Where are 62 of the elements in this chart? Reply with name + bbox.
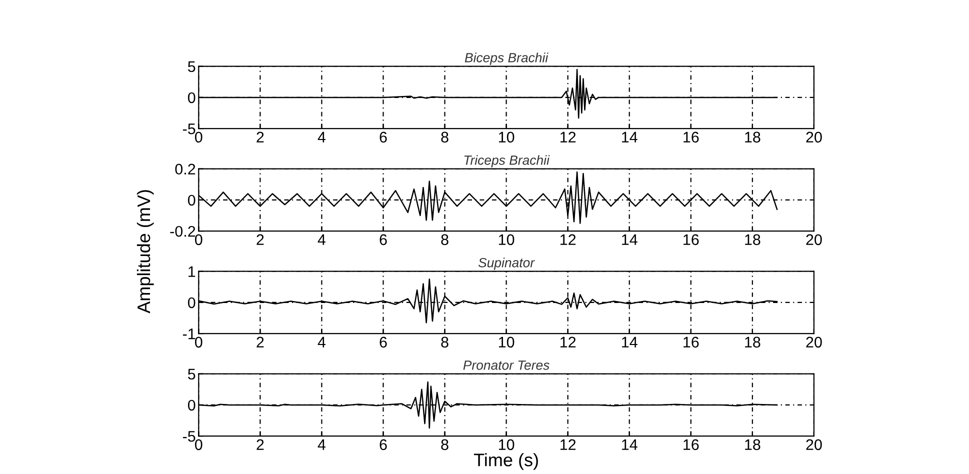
x-tick-label: 16 (684, 336, 699, 348)
y-tick-label: 0 (188, 92, 196, 104)
x-tick-label: 6 (380, 132, 387, 143)
x-tick-label: 16 (684, 439, 699, 450)
x-tick-label: 0 (194, 439, 202, 450)
x-tick-label: 6 (380, 336, 387, 348)
x-tick-label: 16 (684, 234, 699, 246)
y-tick-label: -5 (182, 124, 196, 134)
chart-title: Pronator Teres (463, 360, 550, 370)
x-tick-label: 12 (560, 439, 576, 450)
x-tick-label: 14 (622, 132, 638, 142)
x-tick-label: 18 (745, 439, 760, 450)
x-tick-label: 2 (256, 439, 264, 450)
x-tick-label: 20 (806, 336, 822, 348)
x-tick-label: 10 (498, 336, 514, 348)
y-tick-label: 5 (188, 61, 196, 72)
x-tick-label: 14 (622, 234, 638, 245)
x-tick-label: 10 (498, 132, 514, 143)
y-tick-label: 5 (188, 368, 196, 380)
x-tick-label: 8 (441, 234, 448, 246)
x-tick-label: 12 (560, 234, 576, 245)
x-tick-label: 4 (318, 336, 326, 348)
x-tick-label: 8 (441, 132, 448, 143)
x-tick-label: 4 (318, 234, 326, 245)
x-tick-label: 18 (745, 336, 760, 348)
x-tick-label: 0 (194, 234, 202, 246)
chart-title: Triceps Brachii (464, 155, 550, 168)
y-tick-label: 0 (188, 297, 196, 308)
x-tick-label: 16 (684, 132, 699, 143)
y-tick-label: -0.2 (170, 226, 196, 237)
x-tick-label: 2 (256, 132, 264, 142)
x-tick-label: 0 (194, 336, 202, 348)
y-tick-label: 1 (188, 266, 196, 277)
x-tick-label: 14 (622, 439, 638, 450)
x-tick-label: 4 (318, 439, 326, 450)
x-tick-label: 18 (745, 234, 760, 246)
x-tick-label: 8 (441, 439, 448, 450)
x-tick-label: 18 (745, 132, 760, 143)
y-tick-label: 0.2 (175, 164, 196, 175)
x-tick-label: 0 (194, 132, 202, 143)
y-tick-label: -1 (182, 328, 196, 340)
x-tick-label: 10 (498, 439, 514, 450)
x-tick-label: 12 (560, 336, 576, 348)
x-tick-label: 6 (380, 234, 387, 246)
x-tick-label: 20 (806, 439, 822, 450)
y-axis-title: Amplitude (mV) (136, 190, 154, 314)
x-tick-label: 6 (380, 439, 387, 450)
x-tick-label: 2 (256, 234, 264, 245)
x-tick-label: 4 (318, 132, 326, 142)
y-tick-label: 0 (188, 400, 196, 411)
x-tick-label: 20 (806, 234, 822, 246)
x-tick-label: 8 (441, 336, 448, 348)
chart-title: Biceps Brachii (464, 52, 548, 65)
chart-title: Supinator (478, 258, 535, 270)
y-tick-label: 0 (188, 194, 196, 206)
x-tick-label: 2 (256, 336, 264, 348)
x-tick-label: 20 (806, 132, 822, 143)
x-tick-label: 10 (498, 234, 514, 246)
x-tick-label: 14 (622, 336, 638, 348)
x-axis-title: Time (s) (474, 453, 538, 470)
y-tick-label: -5 (182, 431, 196, 442)
x-tick-label: 12 (560, 132, 576, 142)
